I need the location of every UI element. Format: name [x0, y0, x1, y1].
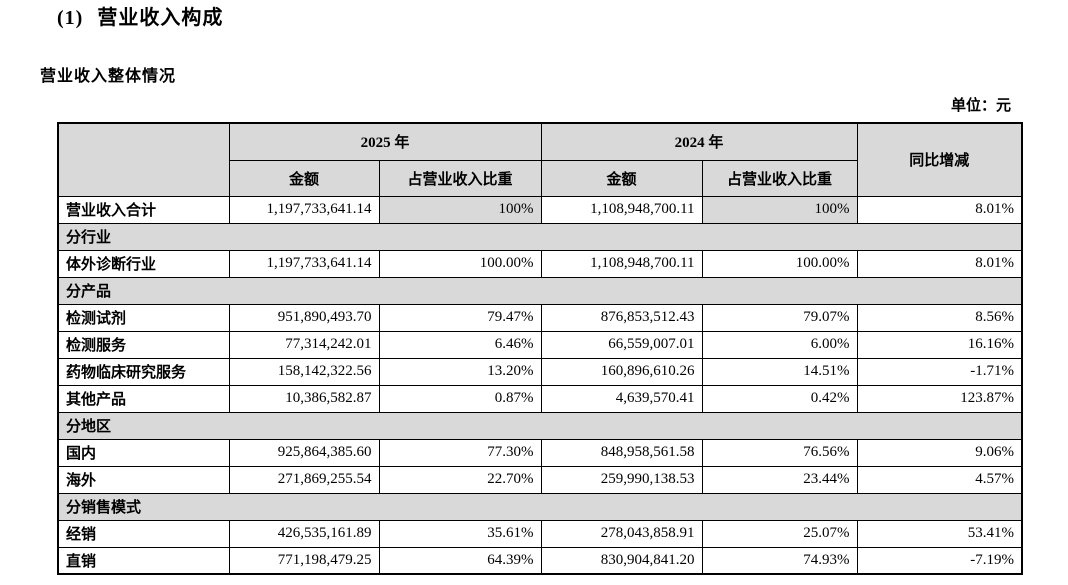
- amount-2024-cell: 278,043,858.91: [540, 519, 703, 548]
- row-label-cell: 经销: [57, 519, 230, 548]
- row-label-cell: 体外诊断行业: [57, 249, 230, 278]
- table-row: 海外 271,869,255.54 22.70% 259,990,138.53 23.4…: [57, 465, 1023, 494]
- yoy-cell: 9.06%: [856, 438, 1023, 467]
- ratio-2025-cell: 13.20%: [378, 357, 542, 386]
- section-label-cell: 分销售模式: [57, 492, 1023, 521]
- row-label-cell: 检测服务: [57, 330, 230, 359]
- amount-2024-cell: 1,108,948,700.11: [540, 249, 703, 278]
- table-row: 体外诊断行业 1,197,733,641.14 100.00% 1,108,948,7…: [57, 249, 1023, 278]
- table-row: 经销 426,535,161.89 35.61% 278,043,858.91 25.0…: [57, 519, 1023, 548]
- table-body: 营业收入合计 1,197,733,641.14 100% 1,108,948,700.…: [57, 195, 1023, 575]
- section-label-cell: 分行业: [57, 222, 1023, 251]
- table-row: 药物临床研究服务 158,142,322.56 13.20% 160,896,610.…: [57, 357, 1023, 386]
- amount-2025-cell: 271,869,255.54: [228, 465, 380, 494]
- amount-2025-cell: 771,198,479.25: [228, 546, 380, 575]
- table-header: 2025 年 2024 年 同比增减 金额 占营业收入比重 金额 占营业收入比重: [57, 122, 1023, 197]
- section-label-cell: 分地区: [57, 411, 1023, 440]
- ratio-2025-cell: 79.47%: [378, 303, 542, 332]
- amount-2024-cell: 876,853,512.43: [540, 303, 703, 332]
- row-label-cell: 检测试剂: [57, 303, 230, 332]
- year-2024-header: 2024 年: [540, 122, 858, 161]
- revenue-composition-table: 2025 年 2024 年 同比增减 金额 占营业收入比重 金额 占营业收入比重…: [57, 122, 1024, 575]
- ratio-2025-cell: 64.39%: [378, 546, 542, 575]
- section-row: 分产品: [57, 276, 1023, 305]
- row-label-cell: 国内: [57, 438, 230, 467]
- yoy-cell: 4.57%: [856, 465, 1023, 494]
- yoy-cell: 8.01%: [856, 249, 1023, 278]
- ratio-2024-cell: 23.44%: [701, 465, 858, 494]
- row-label-cell: 营业收入合计: [57, 195, 230, 224]
- amount-2024-cell: 4,639,570.41: [540, 384, 703, 413]
- unit-label: 单位：元: [950, 98, 1011, 114]
- year-2025-header: 2025 年: [228, 122, 542, 161]
- table-row: 其他产品 10,386,582.87 0.87% 4,639,570.41 0.42% 1…: [57, 384, 1023, 413]
- amount-2025-cell: 77,314,242.01: [228, 330, 380, 359]
- yoy-cell: -1.71%: [856, 357, 1023, 386]
- table-row: 直销 771,198,479.25 64.39% 830,904,841.20 74.9…: [57, 546, 1023, 575]
- row-label-cell: 直销: [57, 546, 230, 575]
- table-row: 检测服务 77,314,242.01 6.46% 66,559,007.01 6.00%…: [57, 330, 1023, 359]
- ratio-2025-cell: 22.70%: [378, 465, 542, 494]
- yoy-header: 同比增减: [856, 122, 1023, 197]
- amount-2025-header: 金额: [228, 159, 380, 197]
- amount-2024-cell: 848,958,561.58: [540, 438, 703, 467]
- amount-2024-header: 金额: [540, 159, 703, 197]
- amount-2024-cell: 66,559,007.01: [540, 330, 703, 359]
- table-row: 国内 925,864,385.60 77.30% 848,958,561.58 76.5…: [57, 438, 1023, 467]
- amount-2025-cell: 1,197,733,641.14: [228, 195, 380, 224]
- ratio-2024-header: 占营业收入比重: [701, 159, 858, 197]
- ratio-2025-header: 占营业收入比重: [378, 159, 542, 197]
- section-label-cell: 分产品: [57, 276, 1023, 305]
- corner-blank-cell: [57, 122, 230, 197]
- table-caption: 营业收入整体情况: [40, 68, 177, 85]
- yoy-cell: 16.16%: [856, 330, 1023, 359]
- ratio-2024-cell: 100%: [701, 195, 858, 224]
- amount-2024-cell: 259,990,138.53: [540, 465, 703, 494]
- ratio-2024-cell: 76.56%: [701, 438, 858, 467]
- ratio-2024-cell: 100.00%: [701, 249, 858, 278]
- ratio-2024-cell: 0.42%: [701, 384, 858, 413]
- yoy-cell: 8.01%: [856, 195, 1023, 224]
- yoy-cell: 8.56%: [856, 303, 1023, 332]
- section-title-number: (1): [57, 7, 84, 29]
- ratio-2024-cell: 25.07%: [701, 519, 858, 548]
- section-row: 分地区: [57, 411, 1023, 440]
- amount-2025-cell: 925,864,385.60: [228, 438, 380, 467]
- ratio-2025-cell: 100.00%: [378, 249, 542, 278]
- amount-2024-cell: 1,108,948,700.11: [540, 195, 703, 224]
- yoy-cell: -7.19%: [856, 546, 1023, 575]
- section-title: (1) 营业收入构成: [57, 5, 223, 31]
- amount-2024-cell: 830,904,841.20: [540, 546, 703, 575]
- ratio-2025-cell: 100%: [378, 195, 542, 224]
- section-title-text: 营业收入构成: [97, 7, 224, 29]
- amount-2025-cell: 158,142,322.56: [228, 357, 380, 386]
- yoy-cell: 53.41%: [856, 519, 1023, 548]
- ratio-2025-cell: 35.61%: [378, 519, 542, 548]
- ratio-2025-cell: 6.46%: [378, 330, 542, 359]
- row-label-cell: 药物临床研究服务: [57, 357, 230, 386]
- ratio-2024-cell: 74.93%: [701, 546, 858, 575]
- table-row: 营业收入合计 1,197,733,641.14 100% 1,108,948,700.…: [57, 195, 1023, 224]
- section-row: 分销售模式: [57, 492, 1023, 521]
- amount-2025-cell: 10,386,582.87: [228, 384, 380, 413]
- row-label-cell: 海外: [57, 465, 230, 494]
- ratio-2024-cell: 79.07%: [701, 303, 858, 332]
- ratio-2024-cell: 14.51%: [701, 357, 858, 386]
- row-label-cell: 其他产品: [57, 384, 230, 413]
- amount-2024-cell: 160,896,610.26: [540, 357, 703, 386]
- ratio-2025-cell: 77.30%: [378, 438, 542, 467]
- amount-2025-cell: 1,197,733,641.14: [228, 249, 380, 278]
- table-row: 检测试剂 951,890,493.70 79.47% 876,853,512.43 79…: [57, 303, 1023, 332]
- section-row: 分行业: [57, 222, 1023, 251]
- amount-2025-cell: 426,535,161.89: [228, 519, 380, 548]
- amount-2025-cell: 951,890,493.70: [228, 303, 380, 332]
- yoy-cell: 123.87%: [856, 384, 1023, 413]
- ratio-2025-cell: 0.87%: [378, 384, 542, 413]
- ratio-2024-cell: 6.00%: [701, 330, 858, 359]
